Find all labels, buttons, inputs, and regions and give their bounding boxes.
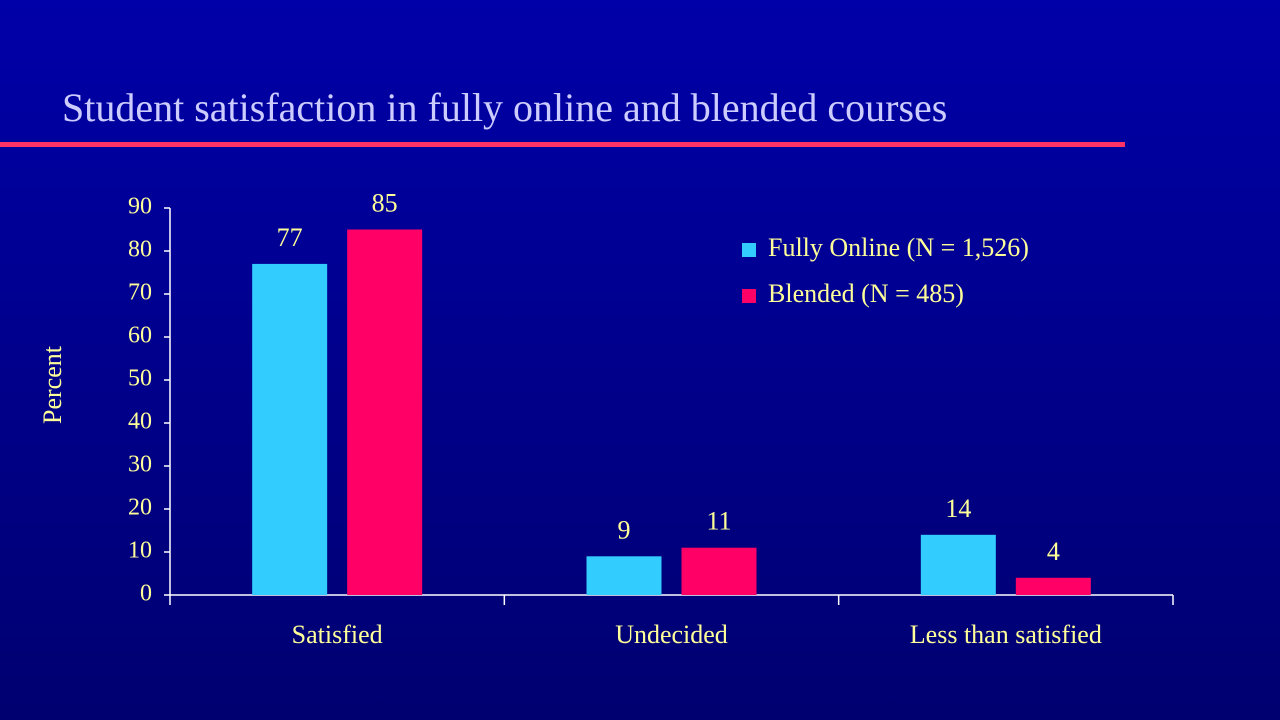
- bar: [347, 229, 423, 595]
- data-label: 14: [945, 494, 971, 523]
- x-tick-label: Undecided: [615, 620, 728, 649]
- y-tick-label: 10: [128, 538, 152, 564]
- bar: [252, 263, 328, 595]
- chart-title: Student satisfaction in fully online and…: [62, 85, 947, 130]
- x-tick-label: Satisfied: [292, 620, 383, 649]
- data-label: 11: [706, 507, 731, 536]
- title-underline: [0, 142, 1125, 147]
- data-label: 9: [618, 515, 631, 544]
- x-tick-label: Less than satisfied: [910, 620, 1102, 649]
- y-tick-label: 60: [128, 323, 152, 349]
- legend-label: Fully Online (N = 1,526): [768, 233, 1029, 262]
- y-tick-label: 40: [128, 409, 152, 435]
- y-axis-label: Percent: [38, 345, 67, 424]
- legend-swatch: [742, 243, 756, 257]
- bar: [681, 547, 757, 595]
- bar: [1015, 577, 1091, 595]
- data-label: 77: [277, 223, 303, 252]
- y-tick-label: 0: [140, 581, 152, 607]
- y-tick-label: 30: [128, 452, 152, 478]
- data-label: 4: [1047, 537, 1060, 566]
- y-tick-label: 70: [128, 280, 152, 306]
- legend-swatch: [742, 289, 756, 303]
- y-tick-label: 90: [128, 194, 152, 220]
- y-tick-label: 20: [128, 495, 152, 521]
- y-tick-label: 80: [128, 237, 152, 263]
- legend-label: Blended (N = 485): [768, 279, 964, 308]
- data-label: 85: [372, 188, 398, 217]
- y-tick-label: 50: [128, 366, 152, 392]
- bar: [586, 556, 662, 595]
- bar: [920, 534, 996, 595]
